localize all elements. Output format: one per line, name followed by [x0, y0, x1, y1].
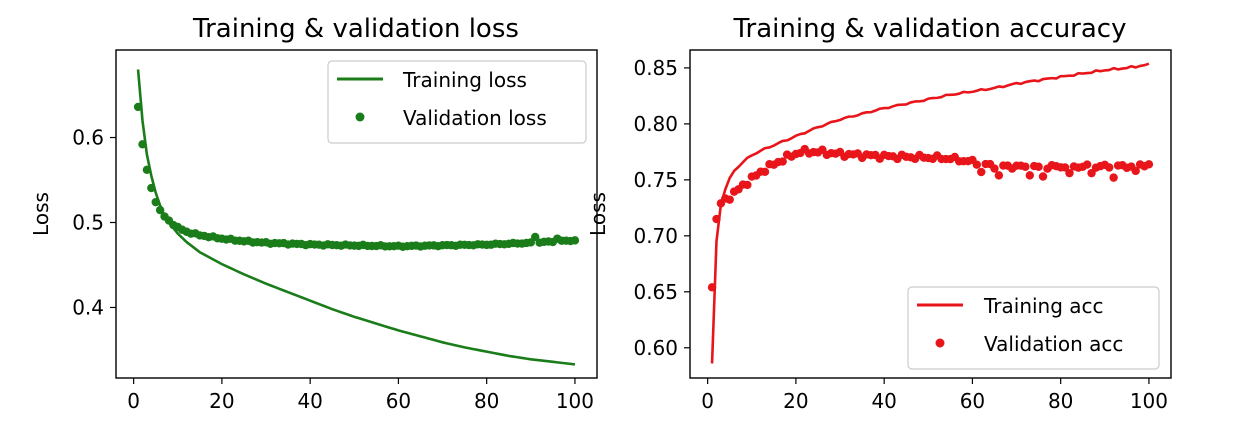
loss-x-tick-label: 40	[297, 389, 322, 413]
loss-validation-point	[531, 232, 540, 242]
loss-plot-area	[115, 49, 598, 379]
accuracy-legend-validation-label: Validation acc	[984, 332, 1123, 356]
accuracy-legend-validation-swatch	[935, 338, 945, 348]
loss-legend: Training loss Validation loss	[327, 60, 587, 144]
accuracy-validation-point	[778, 157, 787, 166]
loss-x-tick-label: 0	[127, 389, 140, 413]
accuracy-validation-point	[1038, 172, 1048, 181]
accuracy-validation-point	[994, 171, 1004, 180]
accuracy-validation-point	[1060, 163, 1070, 172]
loss-y-tick-label: 0.5	[72, 210, 104, 234]
accuracy-x-axis: 0 20 40 60 80 100	[701, 378, 1168, 413]
loss-x-tick-label: 80	[474, 389, 499, 413]
accuracy-legend: Training acc Validation acc	[907, 286, 1160, 370]
loss-chart-title: Training & validation loss	[192, 14, 519, 44]
loss-validation-point	[151, 197, 160, 207]
accuracy-legend-box	[907, 286, 1160, 370]
accuracy-y-axis-label: Loss	[586, 192, 610, 236]
accuracy-validation-point	[1082, 160, 1092, 169]
accuracy-validation-point	[725, 195, 734, 204]
accuracy-x-tick-label: 60	[960, 389, 985, 413]
accuracy-validation-point	[1025, 171, 1034, 180]
accuracy-plot-area	[689, 49, 1172, 379]
loss-x-tick-label: 20	[209, 389, 234, 413]
loss-series-group	[133, 69, 580, 366]
accuracy-y-tick-label: 0.80	[633, 112, 678, 136]
accuracy-legend-training-label: Training acc	[983, 294, 1104, 318]
loss-x-axis: 0 20 40 60 80 100	[127, 378, 594, 413]
loss-series-training-line	[136, 69, 576, 366]
loss-y-tick-label: 0.6	[72, 126, 104, 150]
accuracy-y-tick-label: 0.70	[633, 224, 678, 248]
accuracy-validation-point	[1065, 168, 1074, 178]
accuracy-series-group	[707, 62, 1154, 364]
accuracy-validation-point	[760, 167, 770, 177]
accuracy-validation-point	[990, 164, 999, 173]
loss-x-tick-label: 100	[556, 389, 594, 413]
accuracy-validation-point	[707, 283, 717, 292]
accuracy-validation-point	[1109, 173, 1118, 182]
accuracy-y-tick-label: 0.75	[633, 168, 678, 192]
loss-legend-box	[327, 60, 587, 144]
loss-y-tick-label: 0.4	[72, 295, 104, 319]
accuracy-chart: Training & validation accuracy Loss 0 20 4…	[586, 14, 1172, 413]
loss-legend-validation-label: Validation loss	[403, 106, 547, 130]
loss-x-tick-label: 60	[386, 389, 411, 413]
loss-validation-point	[133, 102, 143, 112]
accuracy-y-tick-label: 0.60	[633, 336, 678, 360]
accuracy-chart-title: Training & validation accuracy	[733, 14, 1127, 44]
accuracy-validation-point	[743, 180, 752, 190]
accuracy-validation-point	[977, 167, 986, 177]
accuracy-y-tick-label: 0.85	[633, 56, 678, 80]
accuracy-x-tick-label: 80	[1048, 389, 1073, 413]
loss-validation-point	[138, 140, 147, 149]
loss-chart: Training & validation loss Loss 0 20 40 60 8…	[29, 14, 598, 413]
loss-y-axis-label: Loss	[29, 192, 53, 236]
accuracy-series-training-line	[710, 62, 1150, 364]
accuracy-validation-point	[1105, 163, 1114, 172]
accuracy-validation-point	[1034, 162, 1043, 171]
loss-validation-point	[570, 236, 580, 245]
accuracy-x-tick-label: 40	[871, 389, 896, 413]
loss-validation-point	[147, 183, 156, 193]
loss-validation-point	[155, 205, 165, 215]
accuracy-validation-point	[972, 160, 982, 169]
accuracy-y-tick-label: 0.65	[633, 280, 678, 304]
loss-legend-validation-swatch	[355, 112, 365, 122]
accuracy-validation-point	[1021, 162, 1030, 171]
accuracy-validation-point	[1144, 160, 1154, 169]
loss-legend-training-label: Training loss	[402, 68, 527, 92]
accuracy-y-axis: 0.60 0.65 0.70 0.75 0.80 0.85	[633, 56, 690, 360]
accuracy-x-tick-label: 0	[701, 389, 714, 413]
accuracy-validation-point	[1131, 166, 1140, 176]
accuracy-x-tick-label: 100	[1130, 389, 1168, 413]
accuracy-validation-point	[712, 214, 721, 224]
loss-validation-point	[142, 165, 152, 175]
loss-y-axis: 0.4 0.5 0.6	[72, 126, 116, 319]
accuracy-x-tick-label: 20	[783, 389, 808, 413]
